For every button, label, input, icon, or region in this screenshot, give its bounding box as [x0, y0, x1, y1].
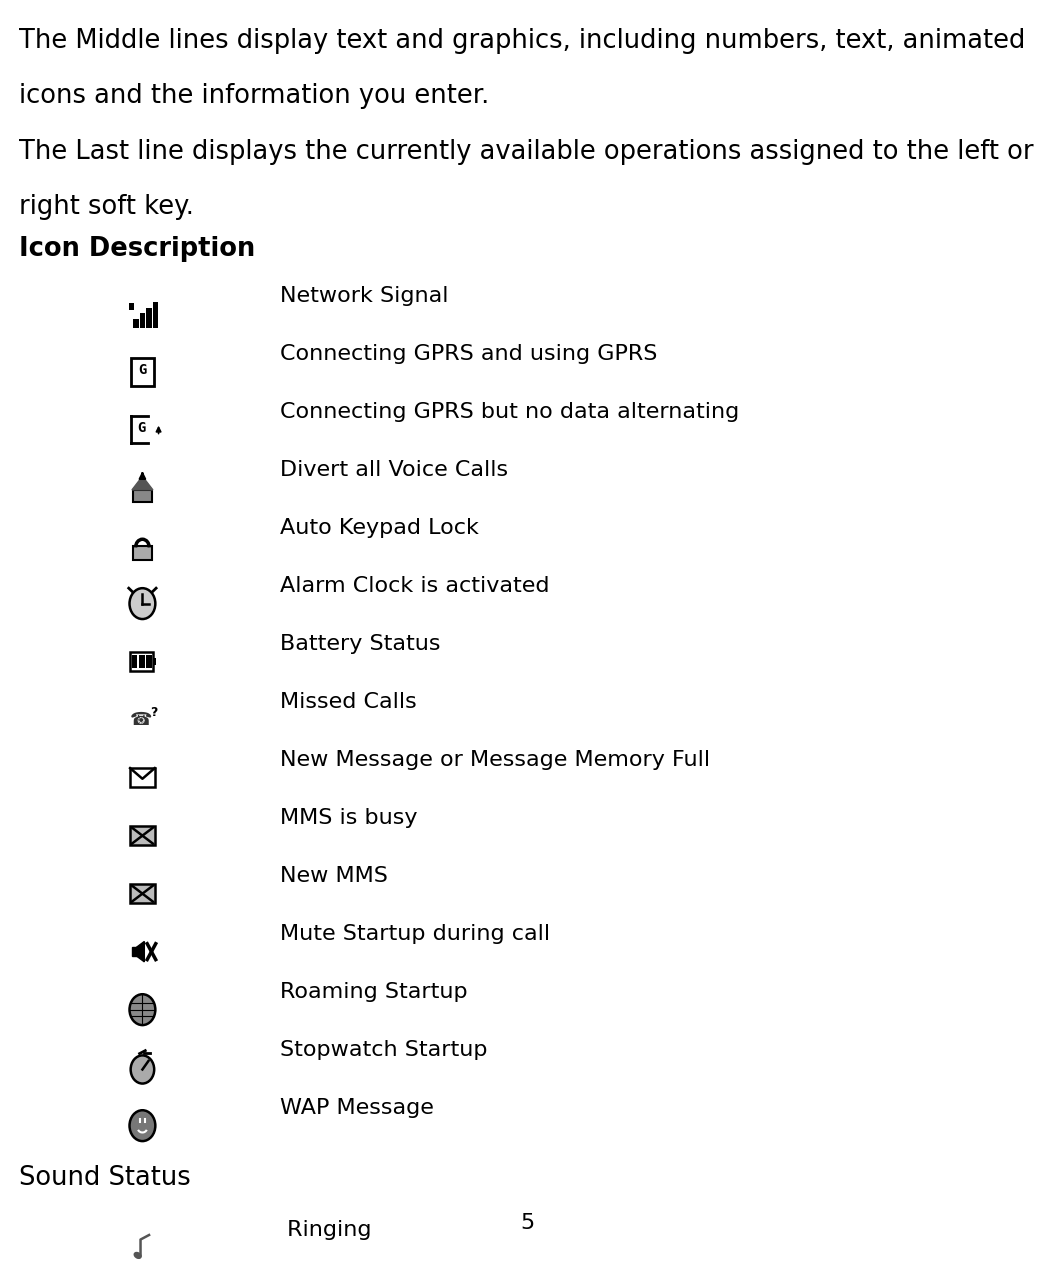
Text: Divert all Voice Calls: Divert all Voice Calls [280, 460, 507, 479]
Text: Icon Description: Icon Description [19, 236, 255, 262]
Text: Connecting GPRS but no data alternating: Connecting GPRS but no data alternating [280, 402, 738, 421]
Bar [140, 314, 146, 328]
Bar [133, 546, 152, 560]
Circle shape [130, 588, 155, 619]
Bar [131, 358, 154, 386]
Text: New MMS: New MMS [280, 866, 387, 885]
Bar [130, 652, 153, 671]
Text: New Message or Message Memory Full: New Message or Message Memory Full [280, 750, 710, 769]
Text: ☎: ☎ [130, 711, 152, 729]
Text: 5: 5 [520, 1213, 535, 1233]
Bar [129, 304, 134, 310]
Text: The Last line displays the currently available operations assigned to the left o: The Last line displays the currently ava… [19, 139, 1034, 165]
Text: G: G [138, 363, 147, 377]
Text: G: G [137, 421, 146, 435]
Bar [130, 826, 155, 845]
Bar [130, 768, 155, 787]
Polygon shape [137, 942, 145, 962]
Text: Auto Keypad Lock: Auto Keypad Lock [280, 518, 479, 537]
Text: MMS is busy: MMS is busy [280, 808, 417, 827]
Circle shape [131, 1055, 154, 1083]
Text: Missed Calls: Missed Calls [280, 692, 417, 711]
Text: Mute Startup during call: Mute Startup during call [280, 924, 550, 943]
Text: Sound Status: Sound Status [19, 1165, 191, 1190]
Bar [153, 658, 156, 666]
Polygon shape [132, 477, 153, 489]
Text: Network Signal: Network Signal [280, 286, 448, 305]
Text: Ringing: Ringing [280, 1219, 371, 1240]
Bar [147, 308, 152, 328]
Bar [153, 303, 158, 328]
Bar [132, 656, 137, 668]
Text: right soft key.: right soft key. [19, 194, 194, 221]
Text: The Middle lines display text and graphics, including numbers, text, animated: The Middle lines display text and graphi… [19, 28, 1025, 54]
Text: Roaming Startup: Roaming Startup [280, 982, 467, 1001]
Text: icons and the information you enter.: icons and the information you enter. [19, 83, 490, 110]
Bar [133, 489, 152, 502]
Bar [139, 656, 145, 668]
Polygon shape [132, 947, 137, 956]
Text: Battery Status: Battery Status [280, 634, 440, 653]
Circle shape [130, 1110, 155, 1141]
Bar [134, 319, 138, 328]
Text: ?: ? [150, 706, 157, 719]
Circle shape [130, 994, 155, 1025]
Text: Stopwatch Startup: Stopwatch Startup [280, 1040, 487, 1059]
Bar [130, 884, 155, 903]
Bar [147, 656, 152, 668]
Text: Alarm Clock is activated: Alarm Clock is activated [280, 576, 549, 595]
Text: Connecting GPRS and using GPRS: Connecting GPRS and using GPRS [280, 344, 657, 363]
Text: WAP Message: WAP Message [280, 1098, 434, 1117]
Ellipse shape [134, 1252, 141, 1258]
